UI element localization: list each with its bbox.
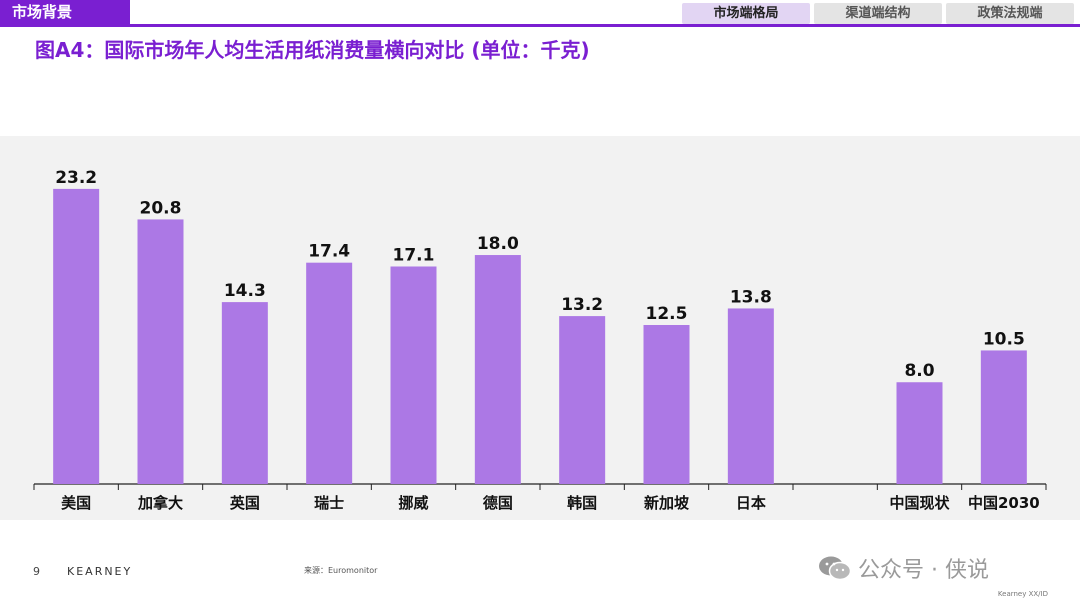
brand-logo: KEARNEY bbox=[67, 565, 133, 578]
category-label-5: 德国 bbox=[483, 494, 513, 512]
chart-panel: 23.2 美国 20.8 加拿大 14.3 英国 17.4 瑞士 17.1 挪威 18.0 德国 13.… bbox=[0, 136, 1080, 520]
category-label-3: 瑞士 bbox=[314, 494, 344, 512]
top-rule-divider bbox=[0, 24, 1080, 27]
bar-7 bbox=[643, 325, 690, 484]
category-label-0: 美国 bbox=[61, 494, 91, 512]
tab-market-structure[interactable]: 市场端格局 bbox=[682, 3, 810, 24]
value-label-0: 23.2 bbox=[55, 168, 97, 188]
value-label-10: 10.5 bbox=[983, 329, 1025, 349]
bar-3 bbox=[306, 262, 353, 484]
bar-8 bbox=[727, 308, 774, 484]
watermark: 公众号 · 侠说 bbox=[818, 552, 989, 584]
bar-6 bbox=[559, 316, 606, 484]
footer-code: Kearney XX/ID bbox=[997, 590, 1048, 598]
bar-1 bbox=[137, 219, 184, 484]
category-label-10: 中国2030 bbox=[968, 494, 1040, 512]
value-label-3: 17.4 bbox=[308, 242, 350, 262]
section-nav: 市场端格局 渠道端结构 政策法规端 bbox=[682, 3, 1074, 24]
category-label-9: 中国现状 bbox=[889, 494, 950, 512]
wechat-icon bbox=[819, 556, 852, 581]
value-label-5: 18.0 bbox=[477, 234, 519, 254]
bar-9 bbox=[896, 382, 943, 484]
category-label-7: 新加坡 bbox=[644, 494, 689, 512]
source-note: 来源：Euromonitor bbox=[304, 566, 378, 575]
category-label-6: 韩国 bbox=[567, 494, 597, 512]
category-label-1: 加拿大 bbox=[137, 494, 183, 512]
value-label-6: 13.2 bbox=[561, 295, 603, 315]
section-tag: 市场背景 bbox=[0, 0, 130, 25]
page-number: 9 bbox=[33, 565, 40, 578]
category-label-2: 英国 bbox=[230, 494, 260, 512]
bar-5 bbox=[474, 255, 521, 484]
category-label-4: 挪威 bbox=[398, 494, 428, 512]
value-label-4: 17.1 bbox=[393, 245, 435, 265]
tab-policy-regulation[interactable]: 政策法规端 bbox=[946, 3, 1074, 24]
value-label-2: 14.3 bbox=[224, 281, 266, 301]
bar-2 bbox=[221, 302, 268, 484]
value-label-7: 12.5 bbox=[646, 304, 688, 324]
bar-0 bbox=[53, 188, 100, 484]
value-label-1: 20.8 bbox=[140, 198, 182, 218]
page-title: 图A4：国际市场年人均生活用纸消费量横向对比 (单位：千克) bbox=[35, 38, 590, 62]
bar-10 bbox=[980, 350, 1027, 484]
watermark-text: 公众号 · 侠说 bbox=[858, 558, 989, 583]
bar-chart: 23.2 美国 20.8 加拿大 14.3 英国 17.4 瑞士 17.1 挪威 18.0 德国 13.… bbox=[33, 168, 1047, 512]
value-label-9: 8.0 bbox=[904, 361, 934, 381]
bar-4 bbox=[390, 266, 437, 484]
category-label-8: 日本 bbox=[736, 494, 766, 512]
tab-channel-structure[interactable]: 渠道端结构 bbox=[814, 3, 942, 24]
value-label-8: 13.8 bbox=[730, 287, 772, 307]
